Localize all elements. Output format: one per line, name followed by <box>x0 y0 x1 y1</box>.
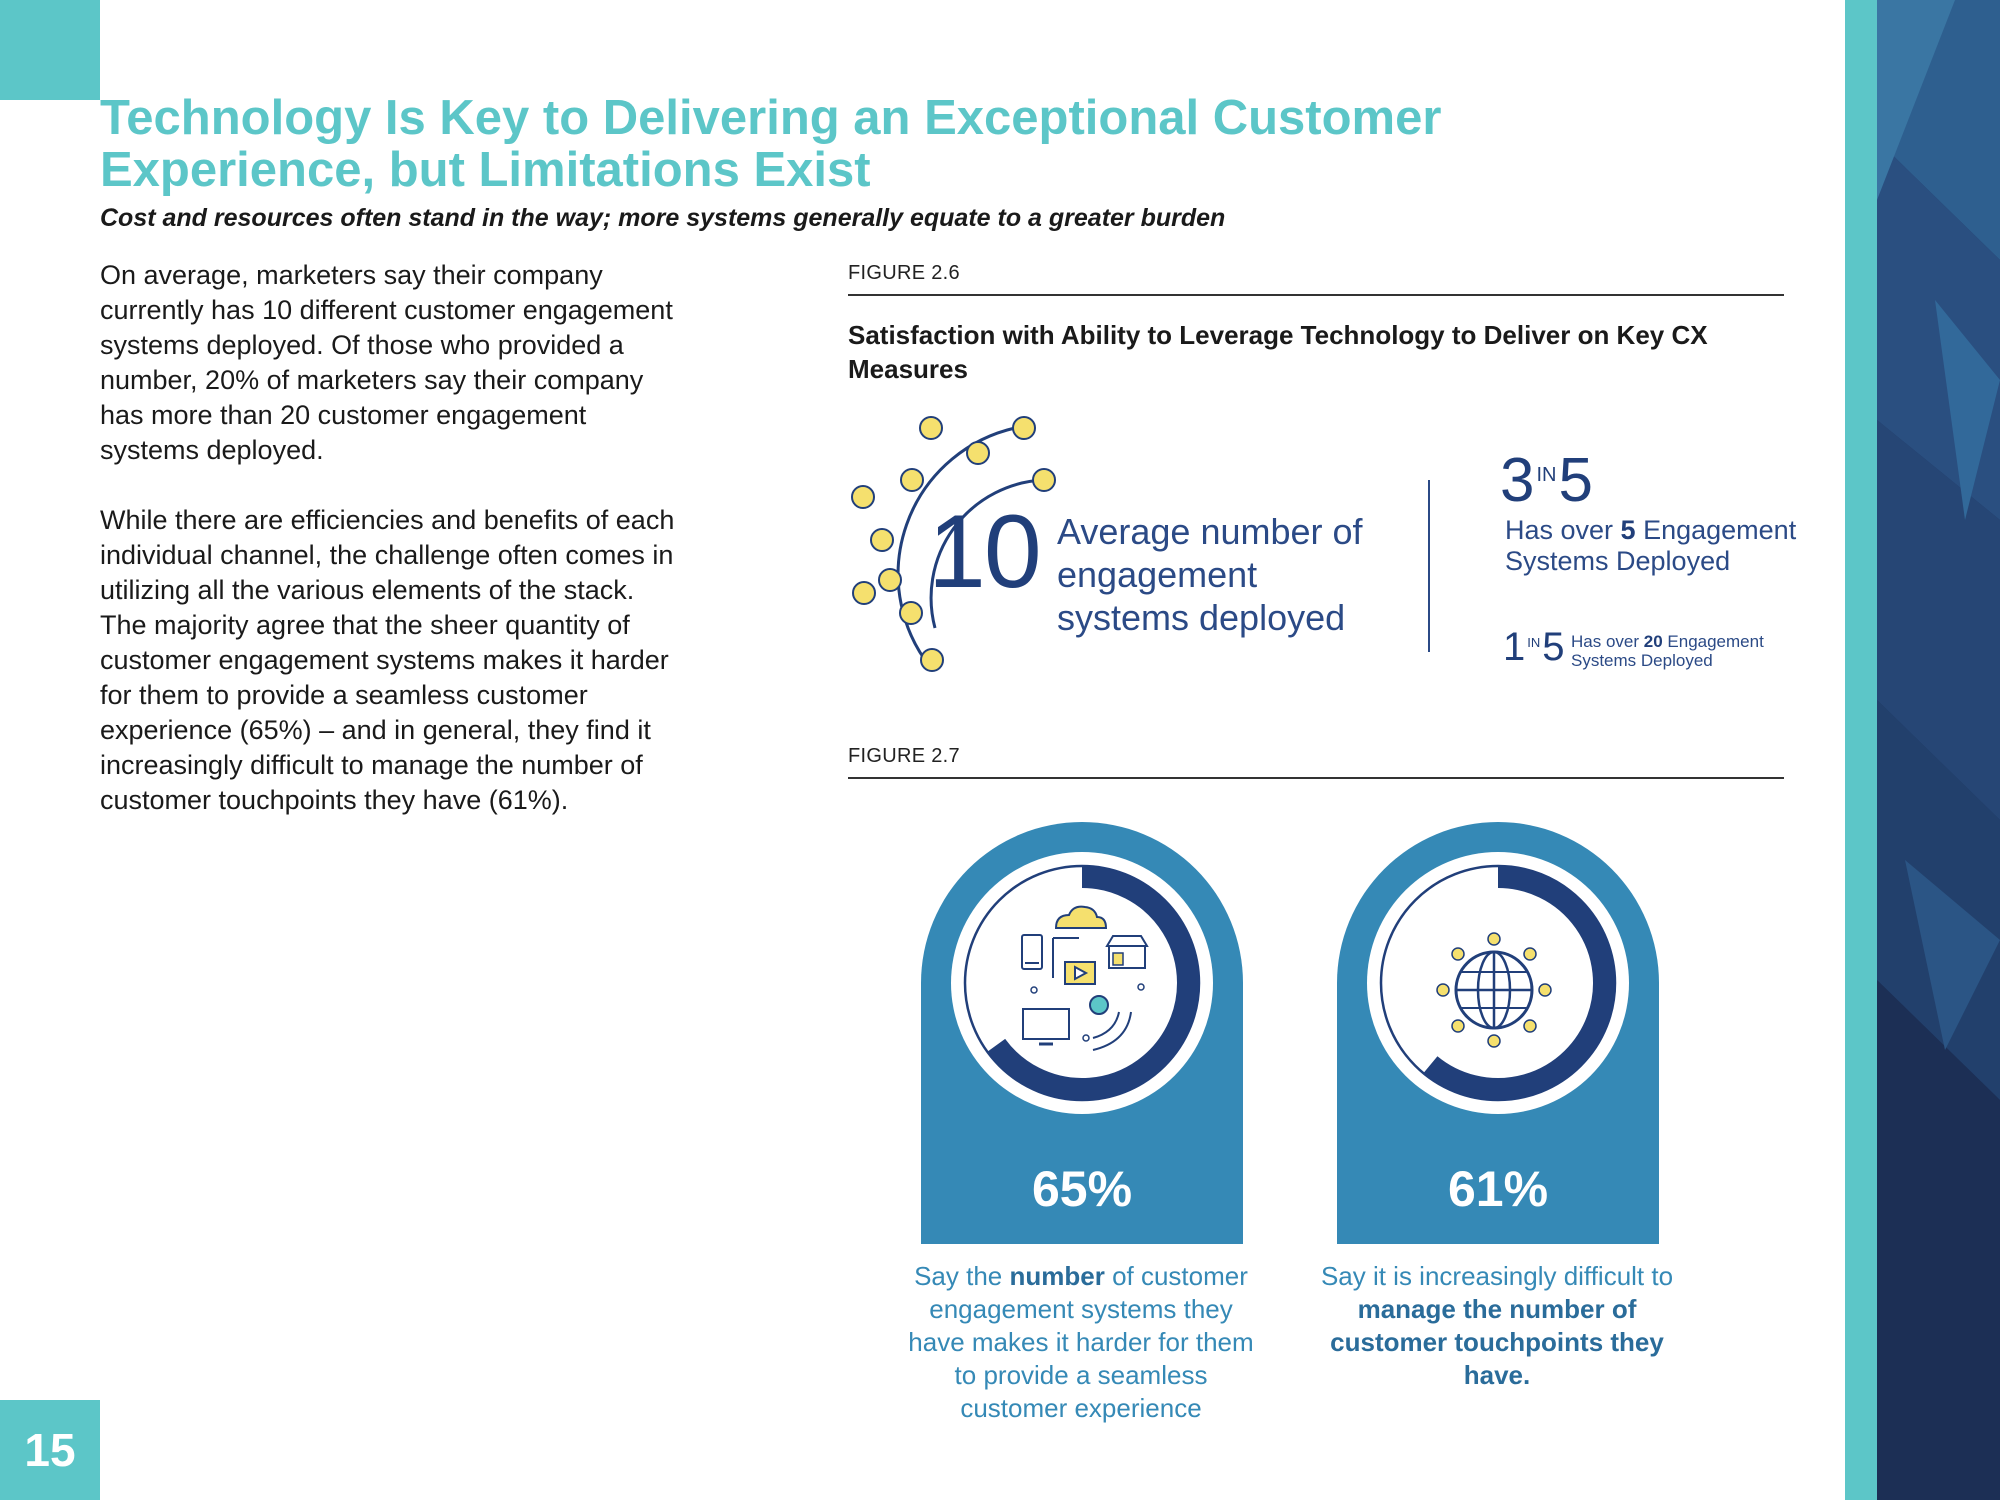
decorative-side-band <box>1845 0 2000 1500</box>
caption-65-pre: Say the <box>914 1261 1010 1291</box>
page-subtitle: Cost and resources often stand in the wa… <box>100 204 1226 232</box>
stat-1-description: Has over 20 Engagement Systems Deployed <box>1571 632 1801 670</box>
omnichannel-icon <box>1021 905 1149 1051</box>
percent-65: 65% <box>1031 1161 1133 1217</box>
average-description: Average number of engagement systems dep… <box>1057 511 1363 638</box>
stat-1-denominator: 5 <box>1542 625 1565 669</box>
caption-65: Say the number of customer engagement sy… <box>901 1260 1261 1425</box>
figure-2-7-label: FIGURE 2.7 <box>848 745 960 767</box>
stat-1-prefix: Has over <box>1571 632 1644 651</box>
figure-2-6-title: Satisfaction with Ability to Leverage Te… <box>848 320 1708 384</box>
stat-3-bold: 5 <box>1620 515 1636 545</box>
figure-2-7-rule <box>848 777 1784 779</box>
orbit-dots-graphic <box>851 416 1056 672</box>
average-value: 10 <box>928 494 1042 610</box>
globe-icon <box>1436 932 1552 1048</box>
body-paragraph-1: On average, marketers say their company … <box>100 260 673 465</box>
stat-divider <box>1428 480 1430 652</box>
stat-1-suffix: Engagement Systems Deployed <box>1571 632 1764 670</box>
stat-3-suffix: Engagement Systems Deployed <box>1505 515 1797 576</box>
stat-3-numerator: 3 <box>1500 446 1535 515</box>
stat-card-65: 65% <box>921 822 1243 1244</box>
stat-3-prefix: Has over <box>1505 515 1621 545</box>
stat-3-in: IN <box>1536 464 1557 486</box>
stat-1-numerator: 1 <box>1503 625 1526 669</box>
donut-progress-65 <box>987 866 1199 1100</box>
page-title: Technology Is Key to Delivering an Excep… <box>100 91 1442 197</box>
stat-1-bold: 20 <box>1643 632 1663 651</box>
stat-3-in-5: 3 IN5 <box>1500 450 1593 512</box>
body-text: On average, marketers say their company … <box>100 258 680 853</box>
corner-accent <box>0 0 100 100</box>
stat-3-denominator: 5 <box>1558 446 1593 515</box>
caption-61-pre: Say it is increasingly difficult to <box>1320 1261 1674 1291</box>
figure-2-6-label: FIGURE 2.6 <box>848 262 960 284</box>
caption-61-bold: manage the number of customer touchpoint… <box>1330 1294 1664 1390</box>
caption-61: Say it is increasingly difficult to mana… <box>1317 1260 1677 1392</box>
donut-progress-61 <box>1423 866 1615 1100</box>
page-number: 15 <box>0 1400 100 1500</box>
caption-65-post: of customer engagement systems they have… <box>908 1261 1254 1423</box>
percent-61: 61% <box>1447 1161 1549 1217</box>
stat-1-in-5: 1 IN5 <box>1503 627 1565 667</box>
stat-1-in: IN <box>1527 635 1541 650</box>
caption-65-bold: number <box>1009 1261 1105 1291</box>
figure-2-6-rule <box>848 294 1784 296</box>
stat-card-61: 61% <box>1337 822 1659 1244</box>
body-paragraph-2: While there are efficiencies and benefit… <box>100 505 675 815</box>
stat-3-description: Has over 5 Engagement Systems Deployed <box>1505 515 1805 577</box>
